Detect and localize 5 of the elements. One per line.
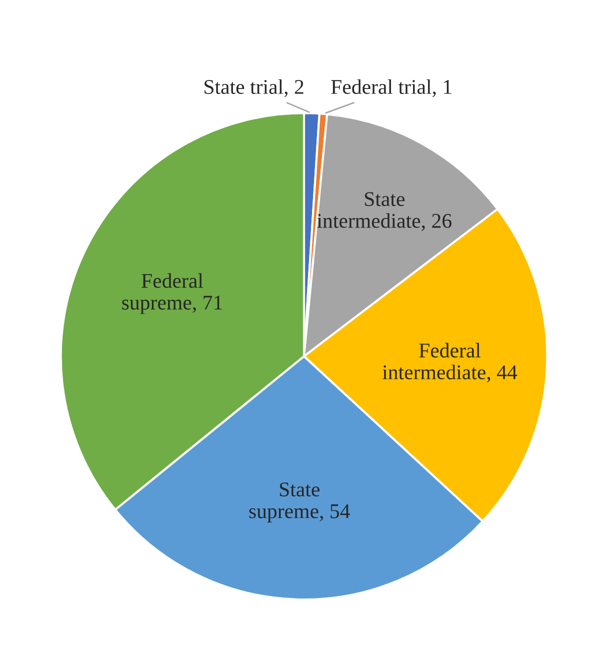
slice-label: Federal intermediate, 44 bbox=[382, 342, 518, 382]
slice-label: State supreme, 54 bbox=[249, 482, 350, 522]
slice-label: Federal trial, 1 bbox=[331, 79, 452, 98]
slice-label: Federal supreme, 71 bbox=[122, 273, 222, 314]
slice-label: State trial, 2 bbox=[204, 79, 304, 98]
